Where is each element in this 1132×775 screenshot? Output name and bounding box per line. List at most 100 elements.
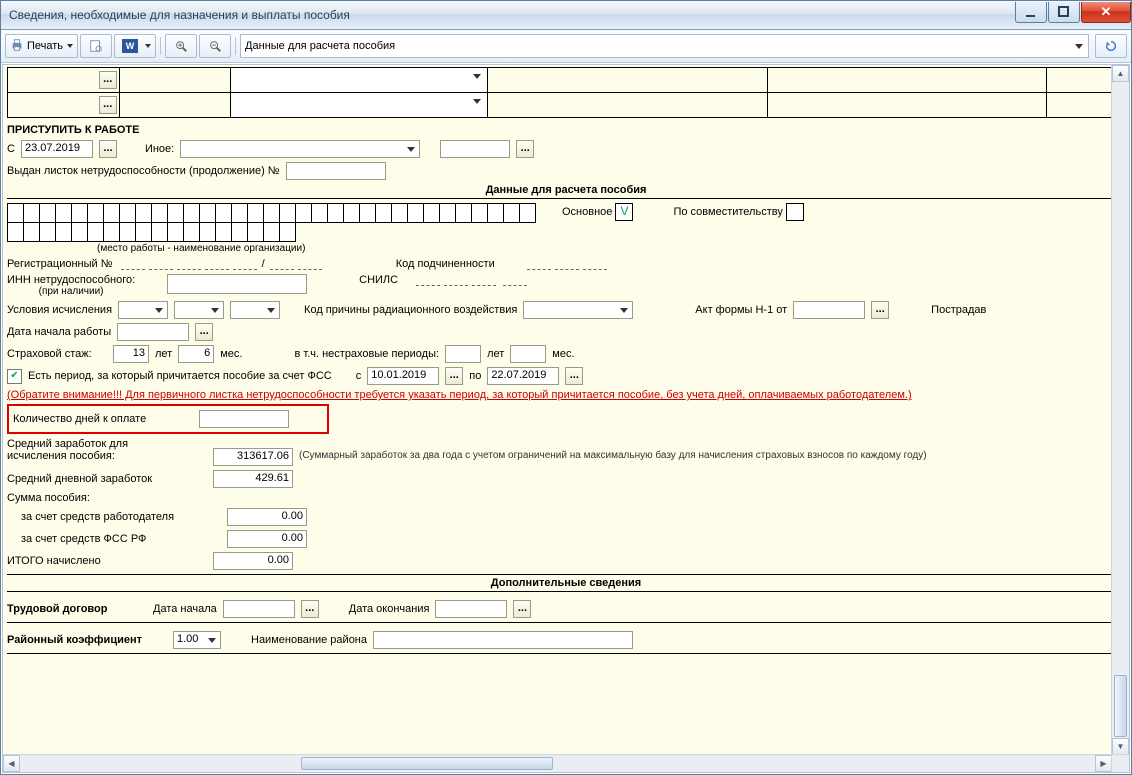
contract-start-picker[interactable]: ... xyxy=(301,600,319,618)
inn-field[interactable] xyxy=(167,274,307,294)
cond-combo-1[interactable] xyxy=(118,301,168,319)
grid-cell[interactable] xyxy=(767,93,1046,118)
rad-combo[interactable] xyxy=(523,301,633,319)
print-button[interactable]: Печать xyxy=(5,34,78,58)
word-export-button[interactable]: W xyxy=(114,34,156,58)
employer-sum-label: за счет средств работодателя xyxy=(7,511,221,523)
startdate-label: Дата начала работы xyxy=(7,326,111,338)
grid-cell[interactable] xyxy=(119,68,231,93)
horizontal-scrollbar[interactable]: ◀ ▶ xyxy=(3,754,1112,772)
vertical-scrollbar[interactable]: ▲ ▼ xyxy=(1111,65,1129,755)
grid-cell[interactable] xyxy=(488,68,767,93)
contract-end-picker[interactable]: ... xyxy=(513,600,531,618)
startdate-field[interactable] xyxy=(117,323,189,341)
refresh-button[interactable] xyxy=(1095,34,1127,58)
minimize-button[interactable] xyxy=(1015,2,1047,23)
other-date-picker[interactable]: ... xyxy=(516,140,534,158)
refresh-icon xyxy=(1104,39,1118,53)
maximize-button[interactable] xyxy=(1048,2,1080,23)
nonins-label: в т.ч. нестраховые периоды: xyxy=(294,348,439,360)
cond-combo-3[interactable] xyxy=(230,301,280,319)
coef-combo[interactable]: 1.00 xyxy=(173,631,221,649)
window-buttons: ✕ xyxy=(1014,2,1131,22)
scroll-track[interactable] xyxy=(20,755,300,772)
days-highlight-box: Количество дней к оплате xyxy=(7,404,329,434)
grid-cell[interactable] xyxy=(767,68,1046,93)
stazh-years-field[interactable]: 13 xyxy=(113,345,149,363)
fss-to-field[interactable]: 22.07.2019 xyxy=(487,367,559,385)
close-button[interactable]: ✕ xyxy=(1081,2,1131,23)
days-field[interactable] xyxy=(199,410,289,428)
grid-cell[interactable] xyxy=(231,93,488,118)
fss-period-checkbox[interactable]: ✔ xyxy=(7,369,22,384)
grid-combo[interactable] xyxy=(233,93,485,117)
coef-value: 1.00 xyxy=(177,633,198,645)
stazh-months-field[interactable]: 6 xyxy=(178,345,214,363)
avg2y-label-1: Средний заработок для xyxy=(7,438,207,450)
scroll-track[interactable] xyxy=(554,755,1095,772)
print-label: Печать xyxy=(27,40,63,52)
sub-label: Код подчиненности xyxy=(396,258,495,270)
continuation-number-field[interactable] xyxy=(286,162,386,180)
contract-end-field[interactable] xyxy=(435,600,507,618)
scroll-left-button[interactable]: ◀ xyxy=(3,755,20,772)
cond-combo-2[interactable] xyxy=(174,301,224,319)
grid-cell[interactable] xyxy=(119,93,231,118)
inn-sublabel: (при наличии) xyxy=(7,286,135,297)
top-grid: ... ... xyxy=(7,67,1125,118)
titlebar: Сведения, необходимые для назначения и в… xyxy=(1,1,1131,30)
scroll-thumb[interactable] xyxy=(1114,675,1127,737)
months-unit-2: мес. xyxy=(552,348,574,360)
scroll-track[interactable] xyxy=(1112,82,1129,674)
divider xyxy=(7,653,1125,654)
act-date-field[interactable] xyxy=(793,301,865,319)
other-combo[interactable] xyxy=(180,140,420,158)
ellipsis-button[interactable]: ... xyxy=(99,71,117,89)
nonins-years-field[interactable] xyxy=(445,345,481,363)
fss-to-label: по xyxy=(469,370,481,382)
grid-cell[interactable]: ... xyxy=(8,68,120,93)
grid-cell[interactable] xyxy=(488,93,767,118)
total-field[interactable]: 0.00 xyxy=(213,552,293,570)
workplace-cellgrid-1[interactable] xyxy=(7,203,536,223)
zoom-out-button[interactable] xyxy=(199,34,231,58)
fss-warning: (Обратите внимание!!! Для первичного лис… xyxy=(7,389,1125,401)
fss-from-label: с xyxy=(356,370,362,382)
region-field[interactable] xyxy=(373,631,633,649)
mode-combo-value: Данные для расчета пособия xyxy=(245,40,395,52)
startdate-picker[interactable]: ... xyxy=(195,323,213,341)
main-label: Основное xyxy=(562,206,612,218)
avgday-field[interactable]: 429.61 xyxy=(213,470,293,488)
grid-cell[interactable]: ... xyxy=(8,93,120,118)
mode-combo[interactable]: Данные для расчета пособия xyxy=(240,34,1089,58)
nonins-months-field[interactable] xyxy=(510,345,546,363)
from-date-picker[interactable]: ... xyxy=(99,140,117,158)
contract-start-field[interactable] xyxy=(223,600,295,618)
act-date-picker[interactable]: ... xyxy=(871,301,889,319)
parttime-block: По совместительству xyxy=(673,203,803,221)
fss-from-picker[interactable]: ... xyxy=(445,367,463,385)
fss-to-picker[interactable]: ... xyxy=(565,367,583,385)
ellipsis-button[interactable]: ... xyxy=(99,96,117,114)
parttime-checkbox[interactable] xyxy=(786,203,804,221)
workplace-cellgrid-2[interactable] xyxy=(7,222,536,242)
other-date-field[interactable] xyxy=(440,140,510,158)
grid-combo[interactable] xyxy=(233,68,485,92)
fss-from-field[interactable]: 10.01.2019 xyxy=(367,367,439,385)
zoom-in-button[interactable] xyxy=(165,34,197,58)
scroll-right-button[interactable]: ▶ xyxy=(1095,755,1112,772)
main-checkbox[interactable]: V xyxy=(615,203,633,221)
employer-sum-field[interactable]: 0.00 xyxy=(227,508,307,526)
window: Сведения, необходимые для назначения и в… xyxy=(0,0,1132,775)
fssrf-sum-field[interactable]: 0.00 xyxy=(227,530,307,548)
scroll-corner xyxy=(1111,754,1129,772)
grid-cell[interactable] xyxy=(231,68,488,93)
from-date-field[interactable]: 23.07.2019 xyxy=(21,140,93,158)
preview-button[interactable] xyxy=(80,34,112,58)
scroll-down-button[interactable]: ▼ xyxy=(1112,738,1129,755)
scroll-thumb[interactable] xyxy=(301,757,553,770)
avg2y-field[interactable]: 313617.06 xyxy=(213,448,293,466)
avg2y-note: (Суммарный заработок за два года с учето… xyxy=(299,450,1125,461)
scroll-up-button[interactable]: ▲ xyxy=(1112,65,1129,82)
inn-label-block: ИНН нетрудоспособного: (при наличии) xyxy=(7,274,135,297)
